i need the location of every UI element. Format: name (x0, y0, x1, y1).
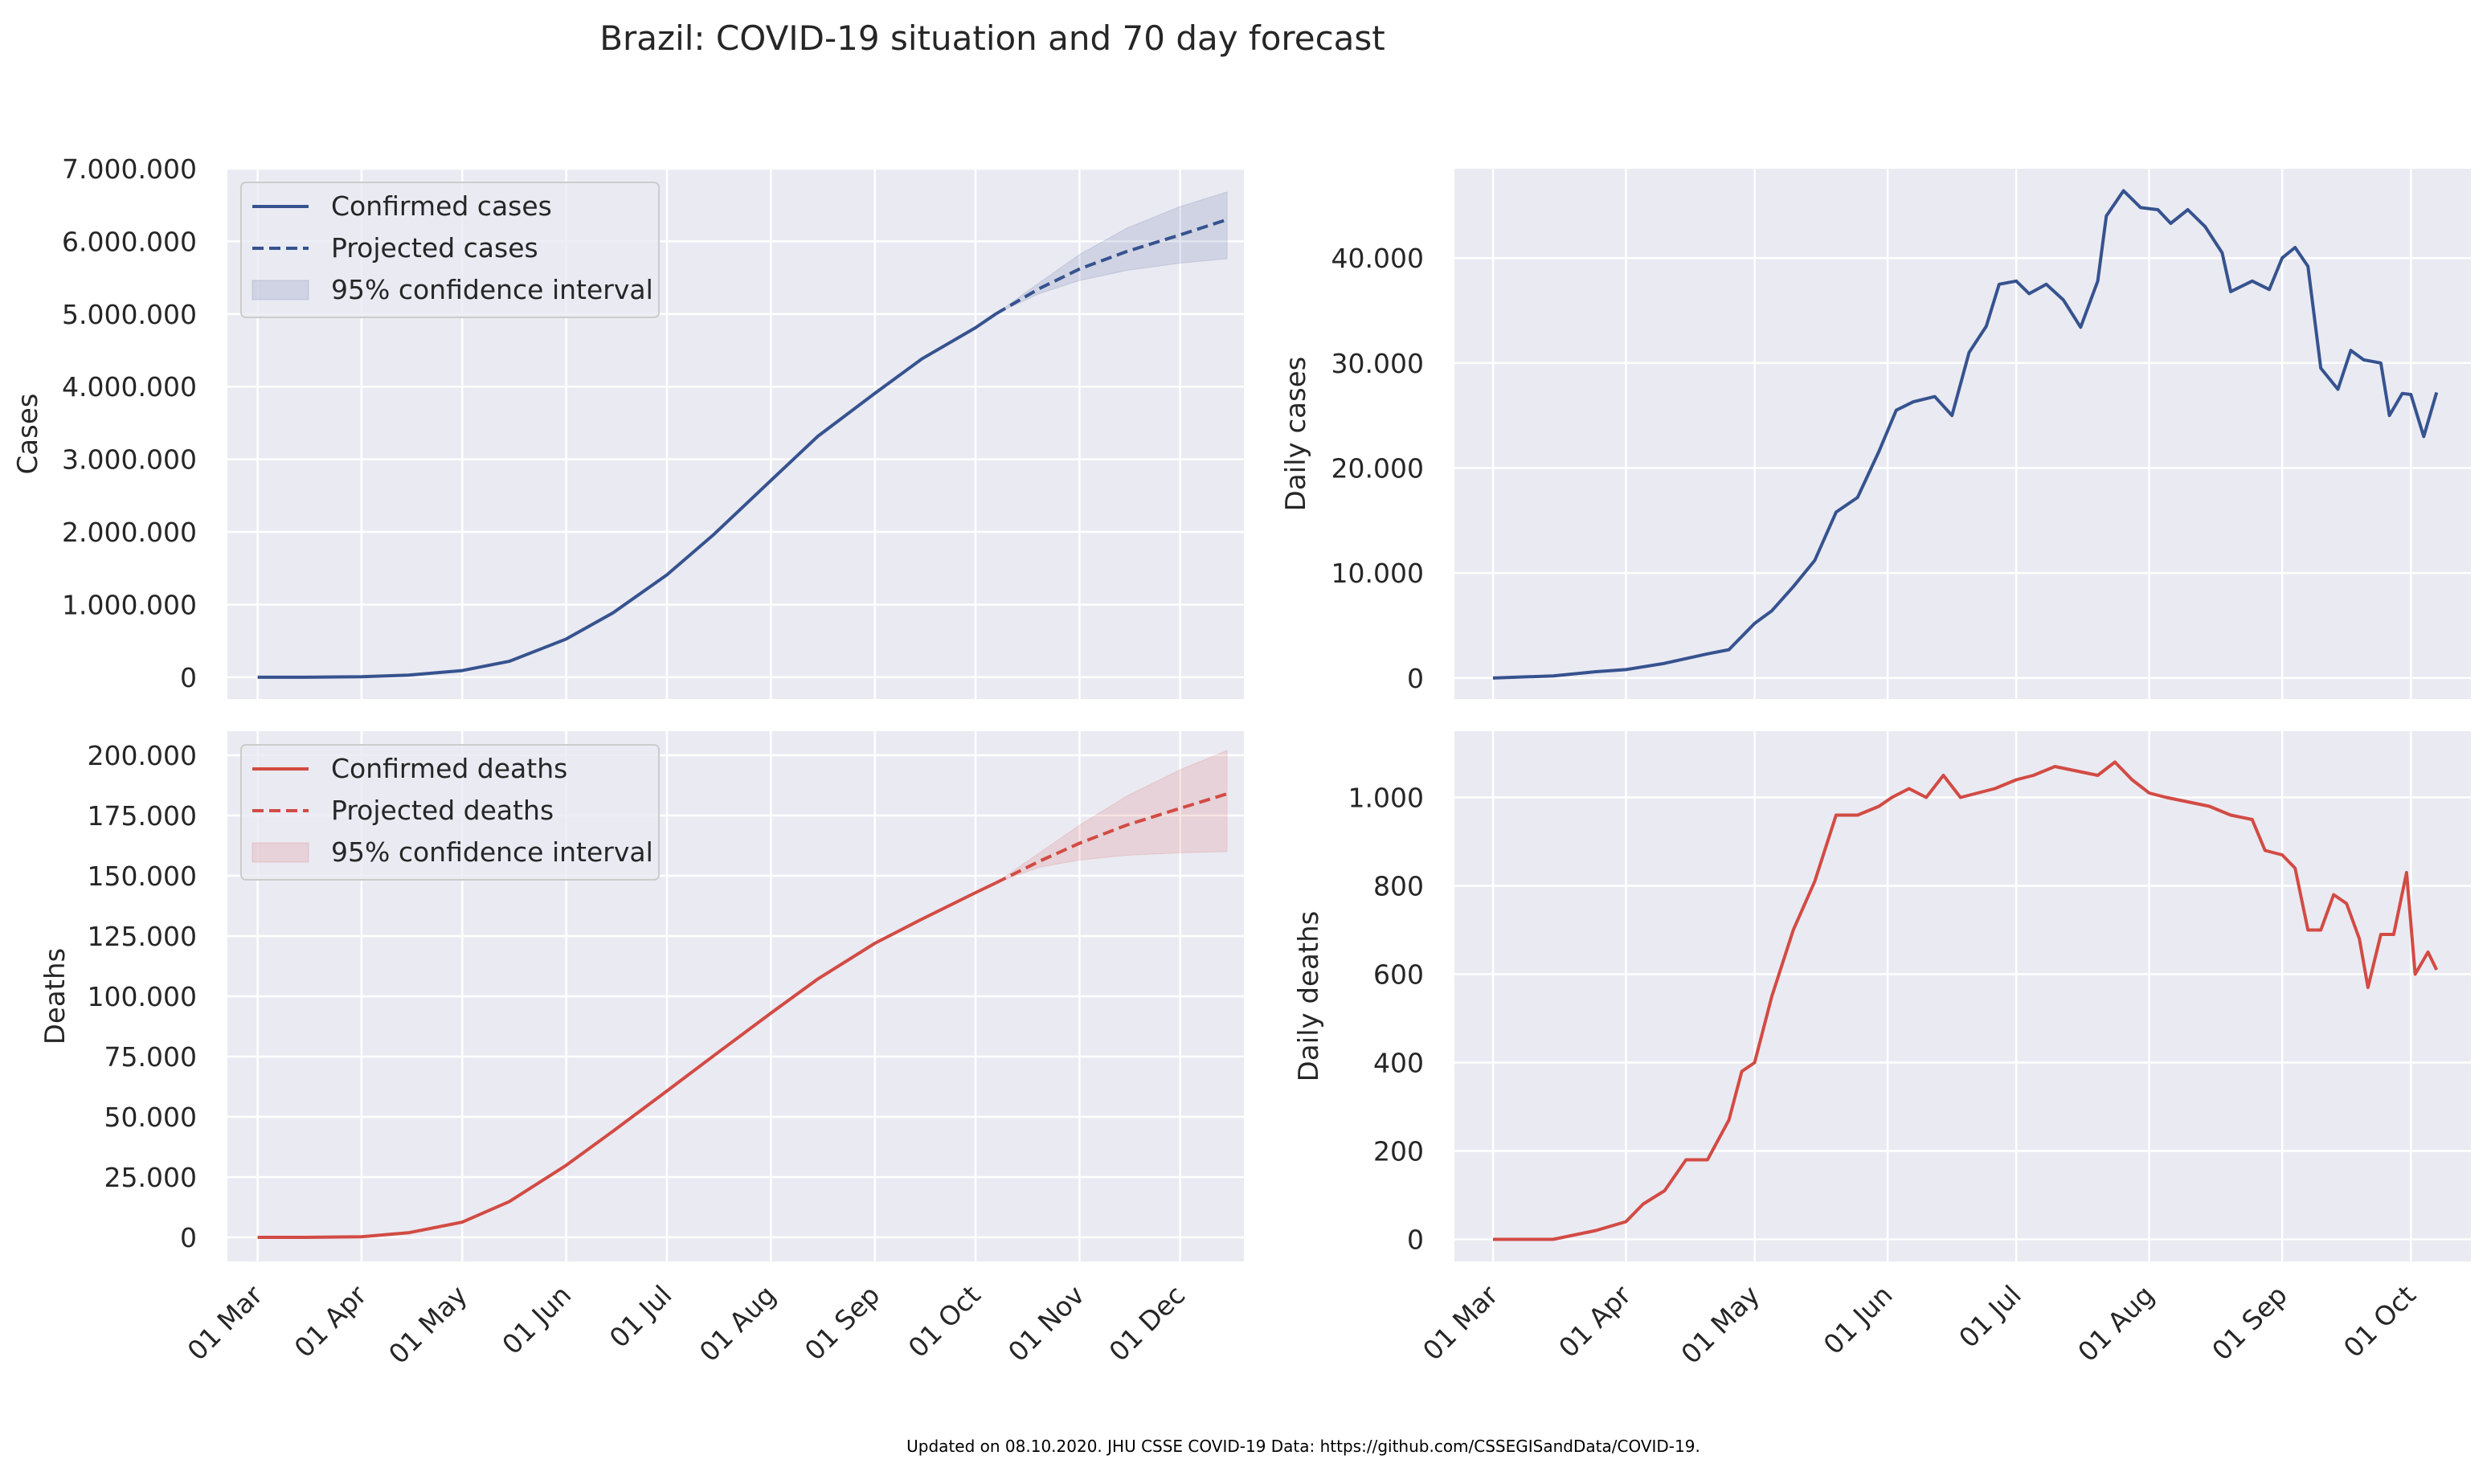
y-tick-label: 20.000 (1331, 452, 1424, 484)
y-axis-label: Cases (12, 394, 44, 475)
x-tick-label: 01 Nov (1002, 1279, 1090, 1367)
legend-label: Confirmed deaths (331, 753, 567, 784)
projected-line (995, 792, 1228, 885)
y-tick-label: 100.000 (88, 981, 197, 1012)
y-tick-label: 200.000 (88, 740, 197, 771)
legend-band-swatch (252, 842, 309, 863)
y-tick-label: 30.000 (1331, 348, 1424, 379)
x-tick-label: 01 Jul (1953, 1279, 2027, 1354)
y-tick-label: 5.000.000 (62, 299, 197, 330)
plot-area (1454, 169, 2471, 699)
projected-line (995, 218, 1228, 316)
x-tick-label: 01 May (382, 1279, 473, 1370)
legend-frame (240, 744, 660, 881)
y-tick-label: 600 (1373, 959, 1424, 991)
x-tick-label: 01 May (1675, 1279, 1765, 1370)
legend-label: 95% confidence interval (331, 836, 653, 868)
y-tick-label: 40.000 (1331, 243, 1424, 274)
daily-deaths-panel: 0 200 400 600 800 1.000 01 Mar 01 Apr 01 May 01 J… (1293, 731, 2471, 1370)
legend-band-swatch (252, 280, 309, 300)
legend-label: 95% confidence interval (331, 274, 653, 305)
y-tick-label: 75.000 (104, 1041, 197, 1073)
y-tick-label: 175.000 (88, 800, 197, 832)
y-tick-label: 125.000 (88, 921, 197, 952)
legend-frame (240, 182, 660, 318)
y-tick-label: 400 (1373, 1048, 1424, 1079)
y-tick-label: 3.000.000 (62, 444, 197, 476)
y-tick-label: 0 (180, 1222, 197, 1253)
y-axis-label: Daily cases (1280, 357, 1312, 512)
y-tick-label: 200 (1373, 1136, 1424, 1167)
y-tick-label: 150.000 (88, 861, 197, 892)
legend-label: Confirmed cases (331, 190, 552, 222)
x-tick-label: 01 Apr (1552, 1279, 1637, 1363)
footer-note: Updated on 08.10.2020. JHU CSSE COVID-19… (906, 1437, 1700, 1456)
x-tick-label: 01 Dec (1102, 1279, 1191, 1367)
y-tick-label: 1.000 (1348, 783, 1424, 814)
deaths-panel: 0 25.000 50.000 75.000 100.000 125.000 150.000… (39, 731, 1244, 1370)
confirmed-line (257, 881, 996, 1239)
legend: Confirmed deaths Projected deaths 95% conf… (240, 744, 660, 881)
y-tick-label: 4.000.000 (62, 371, 197, 403)
x-tick-label: 01 Aug (693, 1279, 782, 1367)
x-tick-label: 01 Apr (288, 1279, 373, 1363)
y-tick-label: 50.000 (104, 1102, 197, 1133)
plot-area (1454, 731, 2471, 1261)
y-tick-label: 800 (1373, 871, 1424, 902)
y-tick-label: 7.000.000 (62, 153, 197, 185)
confirmed-line (1492, 189, 2439, 680)
y-tick-label: 0 (1407, 663, 1424, 694)
x-tick-label: 01 Sep (2206, 1279, 2293, 1367)
y-tick-label: 0 (1407, 1224, 1424, 1256)
y-tick-label: 10.000 (1331, 558, 1424, 589)
x-tick-label: 01 Aug (2072, 1279, 2160, 1367)
x-tick-label: 01 Jun (1818, 1279, 1899, 1360)
y-tick-label: 25.000 (104, 1162, 197, 1193)
x-tick-label: 01 Oct (902, 1279, 987, 1363)
x-tick-label: 01 Mar (182, 1279, 269, 1367)
confidence-band (995, 750, 1228, 884)
x-tick-label: 01 Mar (1417, 1279, 1504, 1367)
y-axis-label: Deaths (39, 948, 72, 1045)
y-axis-label: Daily deaths (1293, 911, 1325, 1082)
daily-cases-panel: 0 10.000 20.000 30.000 40.000 Daily cases (1280, 169, 2471, 699)
legend-label: Projected deaths (331, 795, 554, 826)
x-tick-label: 01 Jul (603, 1279, 678, 1354)
figure-title: Brazil: COVID-19 situation and 70 day fo… (599, 18, 1385, 58)
legend-label: Projected cases (331, 232, 538, 264)
x-tick-label: 01 Sep (799, 1279, 886, 1367)
y-tick-label: 6.000.000 (62, 226, 197, 257)
confirmed-line (257, 313, 997, 679)
legend: Confirmed cases Projected cases 95% confid… (240, 182, 660, 318)
x-tick-label: 01 Oct (2338, 1279, 2422, 1363)
cases-panel: 0 1.000.000 2.000.000 3.000.000 4.000.000 5.0… (12, 153, 1244, 699)
confidence-band (995, 191, 1228, 315)
y-tick-label: 0 (180, 662, 197, 693)
confirmed-line (1493, 760, 2439, 1241)
y-tick-label: 2.000.000 (62, 517, 197, 548)
y-tick-label: 1.000.000 (62, 589, 197, 620)
x-tick-label: 01 Jun (496, 1279, 577, 1360)
